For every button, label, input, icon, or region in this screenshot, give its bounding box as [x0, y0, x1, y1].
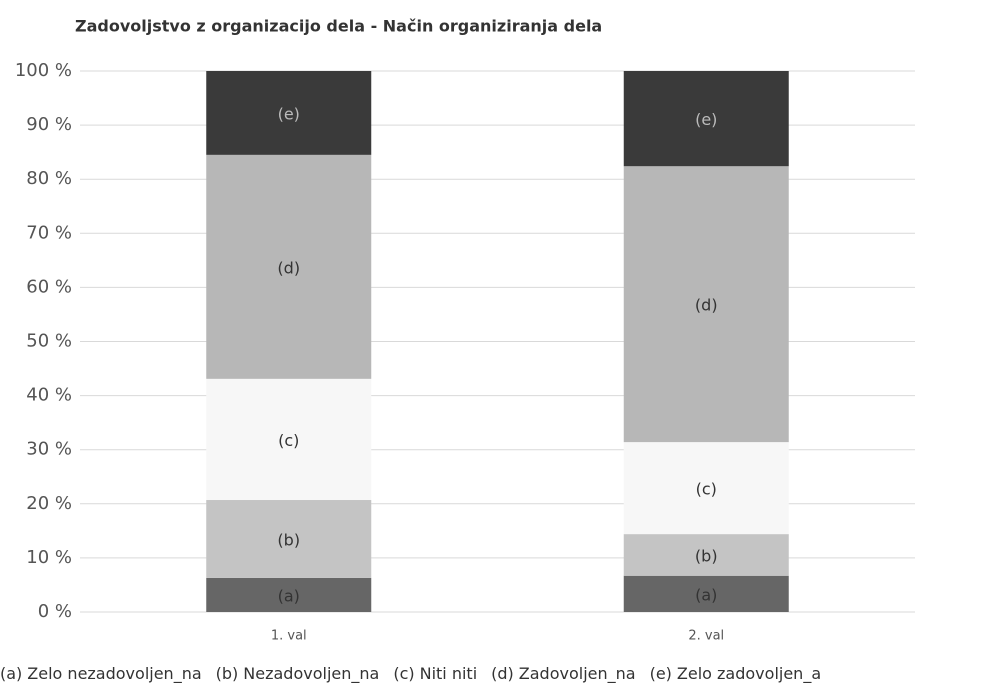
legend-item: (e) Zelo zadovoljen_a [650, 664, 822, 683]
bar-segment [206, 71, 372, 155]
legend-key: (a) [0, 664, 23, 683]
y-tick-label: 30 % [26, 439, 72, 460]
legend-key: (b) [215, 664, 239, 683]
bar-segment [623, 442, 789, 535]
y-tick-label: 10 % [26, 547, 72, 568]
chart: Zadovoljstvo z organizacijo dela - Način… [15, 17, 915, 644]
segment-label: (e) [695, 110, 717, 129]
legend-label: Zelo nezadovoljen_na [27, 664, 202, 683]
legend-item: (d) Zadovoljen_na [491, 664, 635, 683]
y-tick-label: 0 % [38, 601, 72, 622]
x-tick-label: 2. val [688, 629, 724, 644]
segment-label: (d) [695, 296, 718, 315]
segment-label: (c) [696, 480, 717, 499]
y-tick-label: 80 % [26, 168, 72, 189]
y-tick-label: 90 % [26, 114, 72, 135]
legend-label: Niti niti [419, 664, 478, 683]
legend-item: (a) Zelo nezadovoljen_na [0, 664, 202, 683]
y-tick-label: 20 % [26, 493, 72, 514]
bar-segment [206, 378, 372, 501]
y-tick-label: 40 % [26, 385, 72, 406]
y-tick-label: 70 % [26, 222, 72, 243]
legend-key: (d) [491, 664, 514, 683]
segment-label: (b) [695, 546, 718, 565]
legend-item: (c) Niti niti [393, 664, 477, 683]
segment-label: (a) [278, 586, 300, 605]
bar-segment [206, 500, 372, 578]
y-tick-label: 60 % [26, 276, 72, 297]
y-tick-label: 50 % [26, 331, 72, 352]
legend-label: Zadovoljen_na [518, 664, 636, 683]
segment-label: (e) [278, 104, 300, 123]
legend-key: (c) [393, 664, 415, 683]
y-tick-label: 100 % [15, 60, 72, 81]
segment-label: (c) [278, 431, 299, 450]
bar-segment [206, 154, 372, 379]
segment-label: (a) [695, 585, 717, 604]
segment-label: (d) [277, 258, 300, 277]
chart-title: Zadovoljstvo z organizacijo dela - Način… [75, 17, 602, 36]
legend-key: (e) [649, 664, 672, 683]
legend: (a) Zelo nezadovoljen_na (b) Nezadovoljen_n… [0, 664, 981, 683]
bar-segment [623, 166, 789, 443]
bar-segment [623, 534, 789, 576]
bar-segment [623, 575, 789, 612]
legend-label: Zelo zadovoljen_a [676, 664, 822, 683]
legend-label: Nezadovoljen_na [243, 664, 380, 683]
bar-segment [206, 577, 372, 612]
bar-segment [623, 71, 789, 167]
segment-label: (b) [277, 530, 300, 549]
legend-item: (b) Nezadovoljen_na [216, 664, 380, 683]
x-tick-label: 1. val [271, 629, 307, 644]
